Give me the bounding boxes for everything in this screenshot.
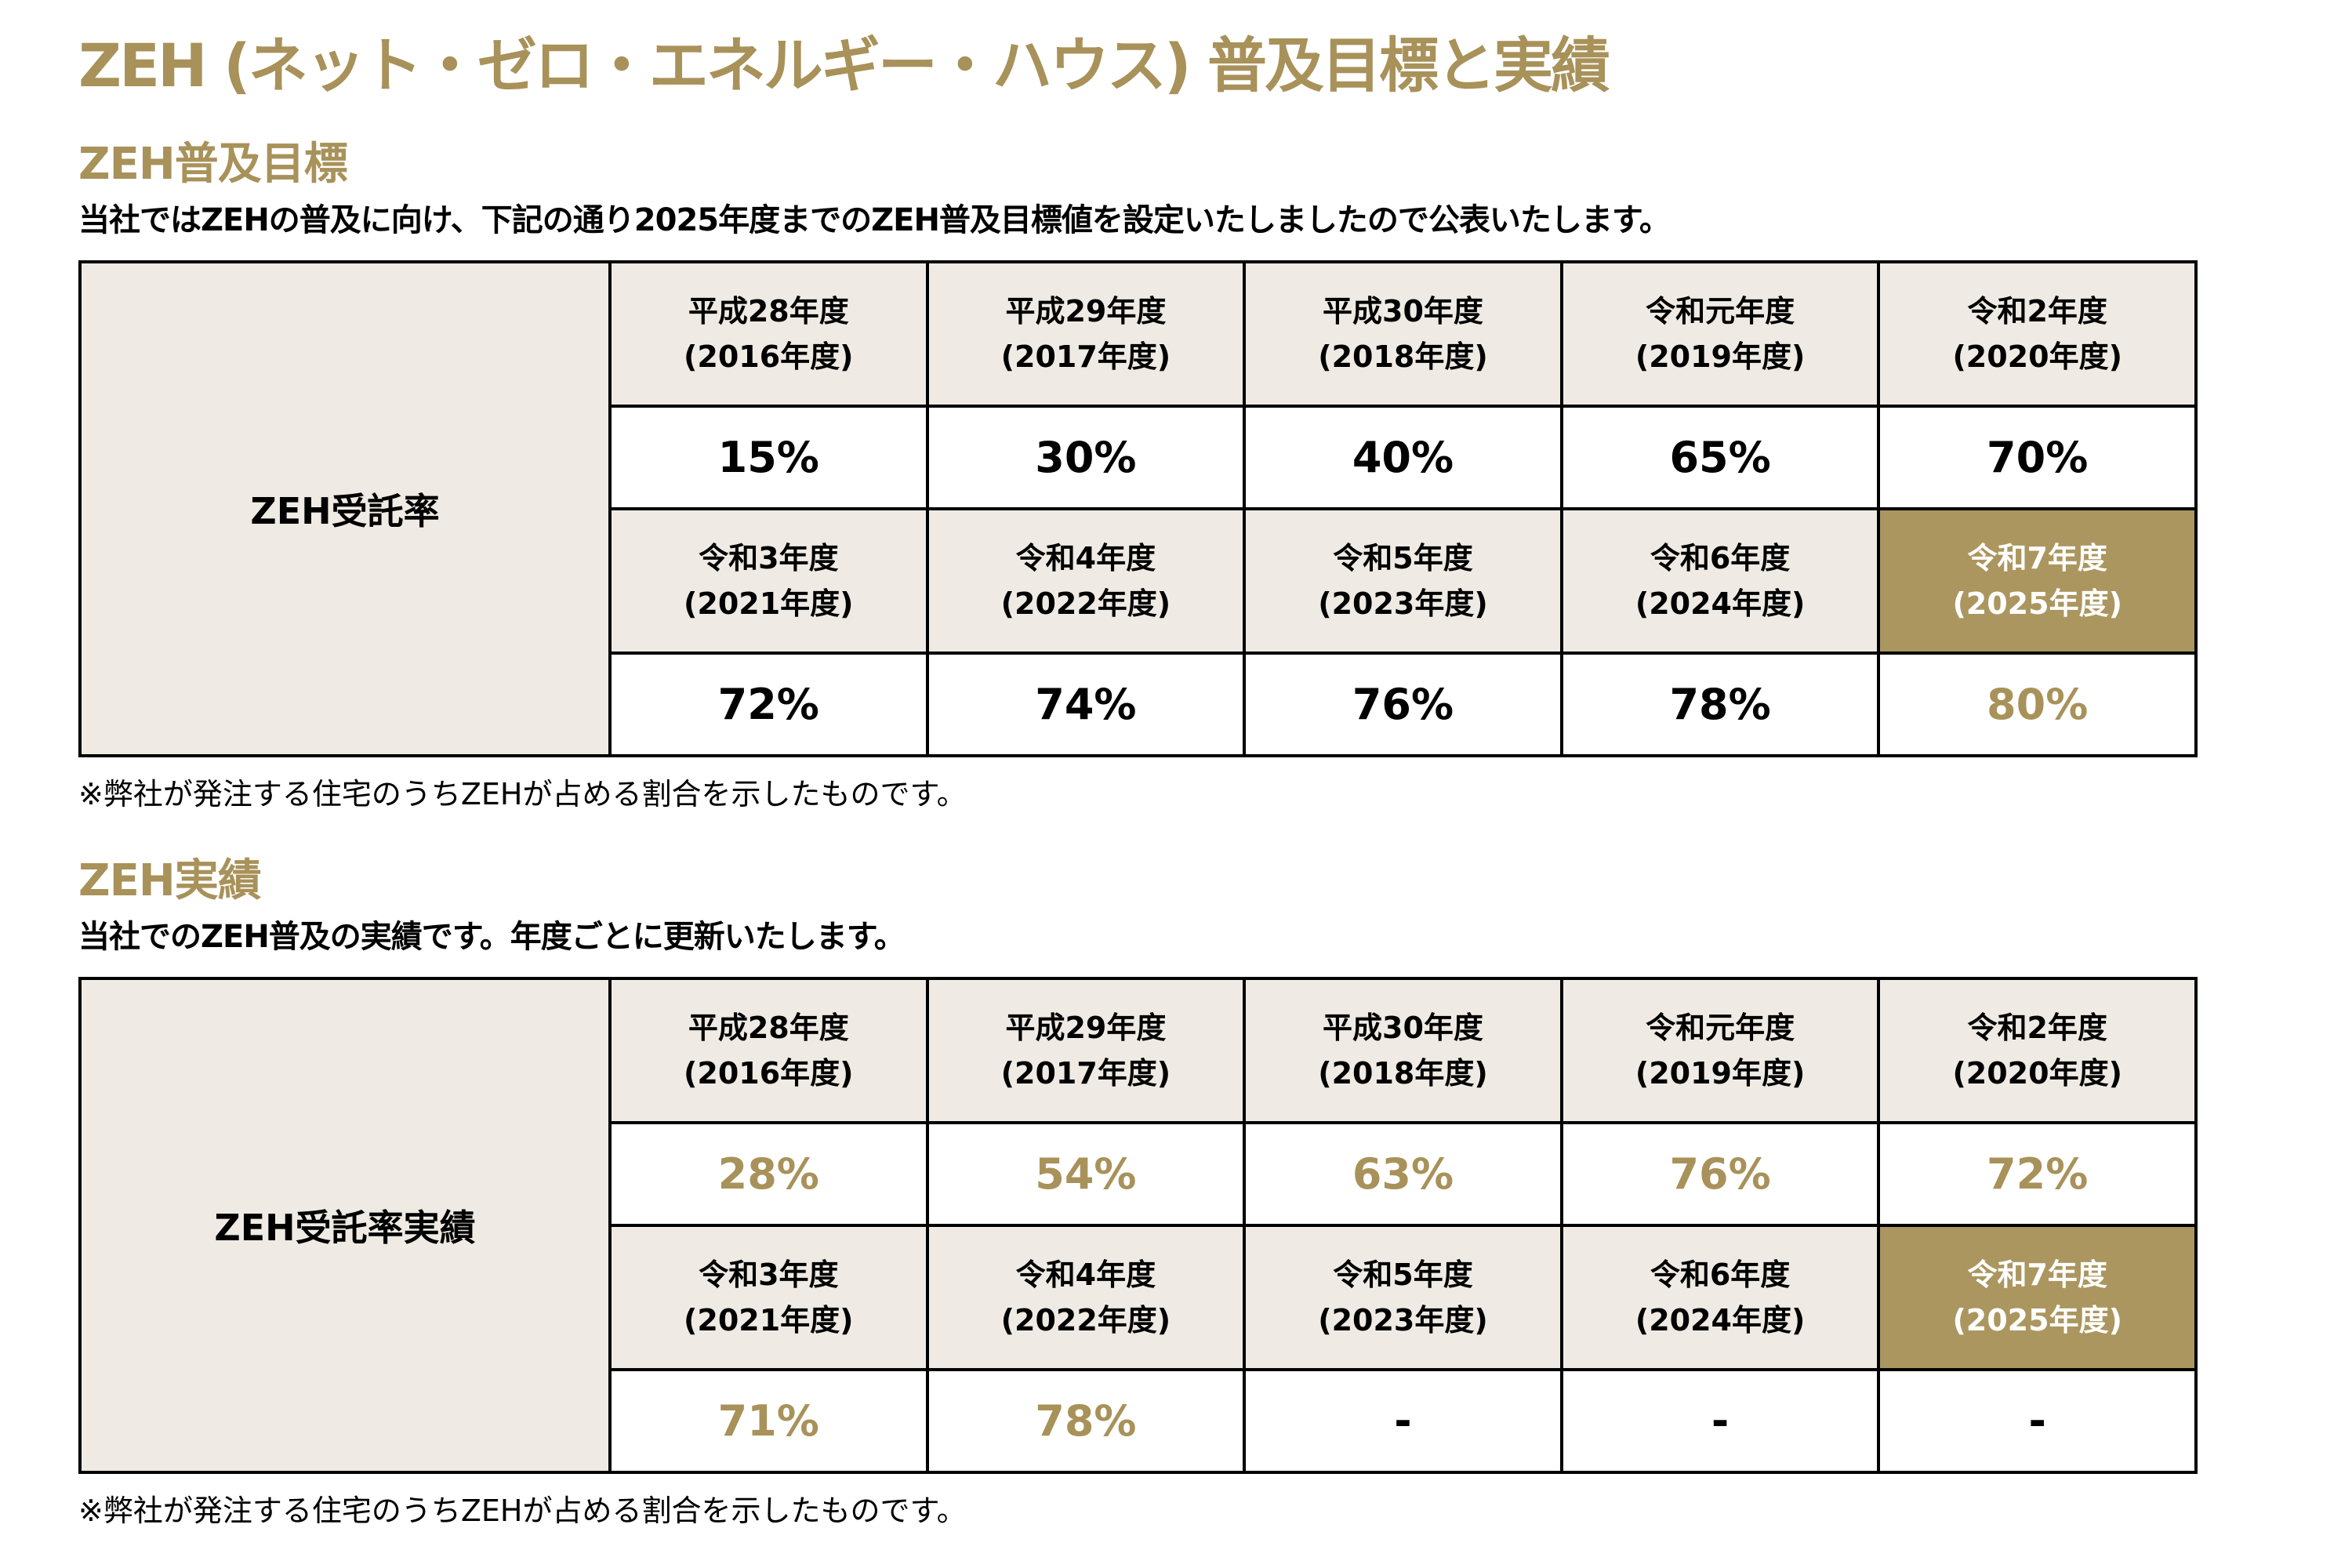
target-year-2024-western: (2024年度) [1635,586,1806,621]
results-year-2025-highlighted: 令和7年度 (2025年度) [1877,1224,2198,1371]
target-footnote: ※弊社が発注する住宅のうちZEHが占める割合を示したものです。 [78,777,967,811]
results-year-2018-western: (2018年度) [1318,1056,1488,1091]
results-year-2016-western: (2016年度) [684,1056,854,1091]
target-year-2023-era: 令和5年度 [1333,541,1473,575]
results-value-2025: - [1877,1368,2198,1474]
target-year-2023: 令和5年度 (2023年度) [1243,507,1563,655]
results-value-2017: 54% [925,1121,1247,1227]
results-year-2020-era: 令和2年度 [1967,1011,2107,1045]
target-year-2025-era: 令和7年度 [1967,541,2107,575]
target-year-2020: 令和2年度 (2020年度) [1877,260,2198,408]
results-table: ZEH受託率実績 平成28年度 (2016年度) 平成29年度 (2017年度) 平… [78,977,2198,1474]
results-year-2019-era: 令和元年度 [1646,1011,1795,1045]
target-value-2023: 76% [1243,652,1563,757]
target-section-lead: 当社ではZEHの普及に向け、下記の通り2025年度までのZEH普及目標値を設定い… [78,202,1671,238]
results-section-lead: 当社でのZEH普及の実績です。年度ごとに更新いたします。 [78,919,906,955]
results-year-2017-western: (2017年度) [1000,1056,1171,1091]
target-year-2023-western: (2023年度) [1318,586,1488,621]
target-value-2025: 80% [1877,652,2198,757]
results-year-2024: 令和6年度 (2024年度) [1559,1224,1881,1371]
results-row-label: ZEH受託率実績 [78,977,612,1474]
results-year-2022-western: (2022年度) [1000,1303,1171,1338]
results-value-2016: 28% [608,1121,929,1227]
target-row-label: ZEH受託率 [78,260,612,757]
results-footnote: ※弊社が発注する住宅のうちZEHが占める割合を示したものです。 [78,1494,967,1528]
results-year-2019: 令和元年度 (2019年度) [1559,977,1881,1124]
target-year-2024-era: 令和6年度 [1650,541,1791,575]
target-value-2016: 15% [608,405,929,510]
target-year-2025-highlighted: 令和7年度 (2025年度) [1877,507,2198,655]
target-value-2024: 78% [1559,652,1881,757]
target-year-2016: 平成28年度 (2016年度) [608,260,929,408]
target-value-2020: 70% [1877,405,2198,510]
target-section-heading: ZEH普及目標 [78,139,348,190]
results-value-2024: - [1559,1368,1881,1474]
results-year-2020-western: (2020年度) [1952,1056,2122,1091]
results-year-2018-era: 平成30年度 [1323,1011,1483,1045]
target-year-2020-era: 令和2年度 [1967,294,2107,328]
target-year-2021-era: 令和3年度 [699,541,839,575]
target-year-2017: 平成29年度 (2017年度) [925,260,1247,408]
results-value-2019: 76% [1559,1121,1881,1227]
results-year-2025-western: (2025年度) [1952,1303,2122,1338]
target-value-2021: 72% [608,652,929,757]
target-year-2025-western: (2025年度) [1952,586,2122,621]
results-year-2020: 令和2年度 (2020年度) [1877,977,2198,1124]
results-year-2021-era: 令和3年度 [699,1258,839,1292]
results-year-2016: 平成28年度 (2016年度) [608,977,929,1124]
results-year-2024-western: (2024年度) [1635,1303,1806,1338]
results-value-2023: - [1243,1368,1563,1474]
results-year-2021-western: (2021年度) [684,1303,854,1338]
results-value-2020: 72% [1877,1121,2198,1227]
target-year-2018-era: 平成30年度 [1323,294,1483,328]
target-year-2016-western: (2016年度) [684,339,854,374]
target-value-2022: 74% [925,652,1247,757]
target-year-2019-era: 令和元年度 [1646,294,1795,328]
target-year-2018-western: (2018年度) [1318,339,1488,374]
results-year-2021: 令和3年度 (2021年度) [608,1224,929,1371]
target-year-2017-era: 平成29年度 [1005,294,1167,328]
results-year-2022-era: 令和4年度 [1015,1258,1156,1292]
target-year-2019: 令和元年度 (2019年度) [1559,260,1881,408]
results-section-heading: ZEH実績 [78,855,262,906]
results-year-2023-western: (2023年度) [1318,1303,1488,1338]
target-value-2018: 40% [1243,405,1563,510]
target-year-2022-western: (2022年度) [1000,586,1171,621]
results-year-2023-era: 令和5年度 [1333,1258,1473,1292]
target-table: ZEH受託率 平成28年度 (2016年度) 平成29年度 (2017年度) 平成3… [78,260,2198,757]
results-value-2022: 78% [925,1368,1247,1474]
results-year-2019-western: (2019年度) [1635,1056,1806,1091]
target-year-2021-western: (2021年度) [684,586,854,621]
results-year-2025-era: 令和7年度 [1967,1258,2107,1292]
results-value-2018: 63% [1243,1121,1563,1227]
target-year-2020-western: (2020年度) [1952,339,2122,374]
page: ZEH (ネット・ゼロ・エネルギー・ハウス) 普及目標と実績 ZEH普及目標 当… [78,28,2274,1532]
results-year-2018: 平成30年度 (2018年度) [1243,977,1563,1124]
results-year-2023: 令和5年度 (2023年度) [1243,1224,1563,1371]
results-year-2024-era: 令和6年度 [1650,1258,1791,1292]
target-year-2021: 令和3年度 (2021年度) [608,507,929,655]
target-value-2017: 30% [925,405,1247,510]
page-title: ZEH (ネット・ゼロ・エネルギー・ハウス) 普及目標と実績 [78,31,1610,100]
results-year-2016-era: 平成28年度 [688,1011,849,1045]
target-year-2018: 平成30年度 (2018年度) [1243,260,1563,408]
target-year-2024: 令和6年度 (2024年度) [1559,507,1881,655]
target-year-2022: 令和4年度 (2022年度) [925,507,1247,655]
target-year-2022-era: 令和4年度 [1015,541,1156,575]
target-year-2016-era: 平成28年度 [688,294,849,328]
results-year-2017: 平成29年度 (2017年度) [925,977,1247,1124]
results-year-2017-era: 平成29年度 [1005,1011,1167,1045]
target-value-2019: 65% [1559,405,1881,510]
target-year-2017-western: (2017年度) [1000,339,1171,374]
results-value-2021: 71% [608,1368,929,1474]
results-year-2022: 令和4年度 (2022年度) [925,1224,1247,1371]
target-year-2019-western: (2019年度) [1635,339,1806,374]
